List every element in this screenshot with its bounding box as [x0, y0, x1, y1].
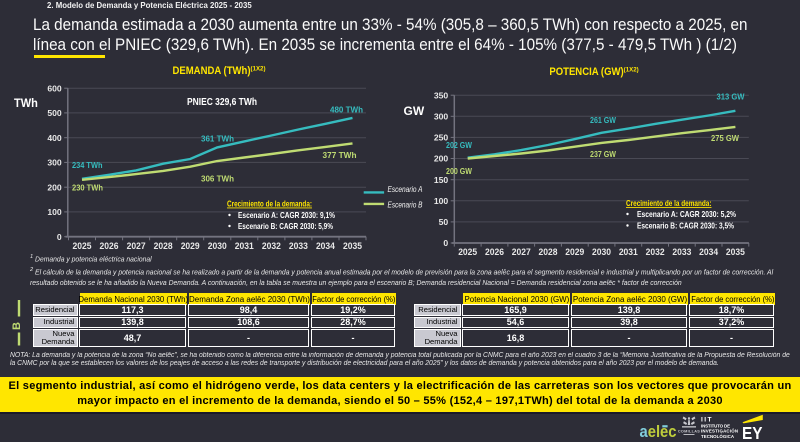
svg-text:Escenario B: CAGR 2030: 5,9%: Escenario B: CAGR 2030: 5,9%: [238, 221, 333, 231]
svg-text:361 TWh: 361 TWh: [201, 134, 234, 144]
svg-text:2028: 2028: [154, 241, 173, 251]
svg-text:2033: 2033: [289, 241, 308, 251]
svg-text:B: B: [11, 322, 23, 330]
svg-text:350: 350: [434, 90, 449, 100]
svg-text:306 TWh: 306 TWh: [201, 173, 234, 183]
svg-text:202 GW: 202 GW: [446, 140, 473, 150]
svg-text:150: 150: [434, 175, 449, 185]
svg-text:250: 250: [434, 133, 449, 143]
svg-text:Escenario A: CAGR 2030: 9,1%: Escenario A: CAGR 2030: 9,1%: [238, 210, 335, 220]
svg-text:2035: 2035: [343, 241, 362, 251]
svg-text:2026: 2026: [100, 241, 119, 251]
svg-text:2028: 2028: [539, 247, 558, 257]
svg-text:300: 300: [434, 111, 449, 121]
svg-text:2029: 2029: [565, 247, 584, 257]
svg-text:200 GW: 200 GW: [446, 166, 473, 176]
svg-text:2031: 2031: [235, 241, 254, 251]
svg-text:377 TWh: 377 TWh: [323, 150, 357, 160]
svg-text:2035: 2035: [726, 247, 745, 257]
svg-text:2034: 2034: [316, 241, 336, 251]
svg-text:2032: 2032: [646, 247, 665, 257]
svg-text:500: 500: [47, 108, 62, 118]
svg-text:0: 0: [57, 232, 62, 242]
svg-text:200: 200: [434, 154, 449, 164]
svg-text:261 GW: 261 GW: [590, 115, 617, 125]
svg-text:2026: 2026: [485, 247, 504, 257]
svg-text:2030: 2030: [592, 247, 611, 257]
svg-text:480 TWh: 480 TWh: [330, 105, 363, 115]
svg-text:PNIEC 329,6 TWh: PNIEC 329,6 TWh: [187, 97, 257, 108]
svg-text:2027: 2027: [512, 247, 531, 257]
svg-text:2025: 2025: [73, 241, 92, 251]
svg-text:2025: 2025: [458, 247, 477, 257]
svg-text:2031: 2031: [619, 247, 638, 257]
svg-text:COMILLAS: COMILLAS: [678, 430, 700, 434]
svg-text:Escenario B: Escenario B: [388, 200, 423, 209]
svg-text:400: 400: [47, 133, 62, 143]
svg-text:INVESTIGACIÓN: INVESTIGACIÓN: [701, 429, 738, 434]
svg-text:237 GW: 237 GW: [590, 149, 617, 159]
svg-text:50: 50: [439, 217, 449, 227]
svg-text:Crecimiento de la demanda:: Crecimiento de la demanda:: [626, 198, 712, 208]
svg-text:Crecimiento de la demanda:: Crecimiento de la demanda:: [227, 199, 312, 209]
svg-text:INSTITUTO DE: INSTITUTO DE: [701, 424, 730, 429]
svg-text:100: 100: [47, 207, 62, 217]
svg-text:2034: 2034: [699, 247, 719, 257]
svg-text:aelec: aelec: [640, 422, 677, 441]
svg-text:230 TWh: 230 TWh: [72, 183, 103, 193]
svg-text:600: 600: [47, 83, 62, 93]
svg-text:EY: EY: [742, 423, 763, 442]
svg-text:Escenario A: Escenario A: [388, 185, 423, 194]
svg-text:2030: 2030: [208, 241, 227, 251]
svg-text:Escenario A: CAGR 2030: 5,2%: Escenario A: CAGR 2030: 5,2%: [637, 209, 736, 219]
svg-text:TECNOLÓGICA: TECNOLÓGICA: [701, 434, 735, 439]
svg-text:234 TWh: 234 TWh: [72, 160, 103, 170]
svg-text:2033: 2033: [672, 247, 691, 257]
svg-text:2032: 2032: [262, 241, 281, 251]
svg-text:2027: 2027: [127, 241, 146, 251]
svg-text:200: 200: [47, 182, 62, 192]
svg-text:IIT: IIT: [701, 417, 713, 424]
svg-text:275 GW: 275 GW: [711, 133, 740, 143]
svg-text:100: 100: [434, 196, 449, 206]
svg-text:Escenario B: CAGR 2030: 3,5%: Escenario B: CAGR 2030: 3,5%: [637, 221, 734, 231]
svg-text:313 GW: 313 GW: [717, 92, 746, 102]
svg-text:2029: 2029: [181, 241, 200, 251]
svg-text:0: 0: [443, 238, 448, 248]
svg-text:300: 300: [47, 158, 62, 168]
